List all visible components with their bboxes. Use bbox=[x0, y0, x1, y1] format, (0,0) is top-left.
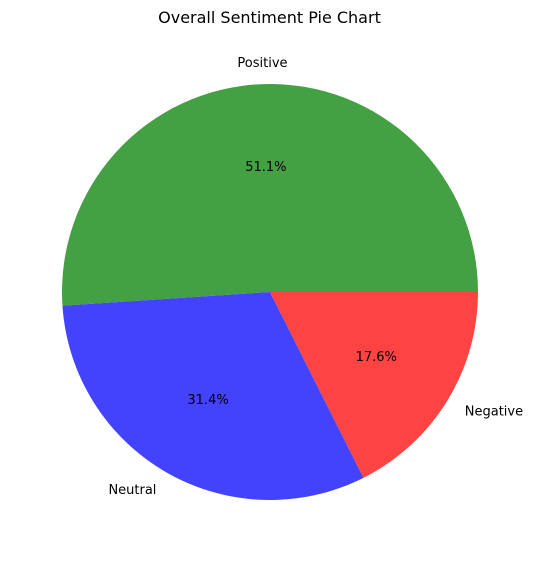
pie-slice-positive bbox=[62, 84, 479, 306]
pie-slice-neutral bbox=[62, 292, 364, 501]
slice-pct-neutral: 31.4% bbox=[187, 393, 228, 408]
slice-pct-positive: 51.1% bbox=[245, 160, 286, 175]
slice-label-negative: Negative bbox=[465, 405, 523, 420]
pie-labels: Positive 51.1% Neutral 31.4% Negative 17.6% bbox=[108, 56, 523, 498]
slice-label-positive: Positive bbox=[237, 56, 287, 71]
chart-title: Overall Sentiment Pie Chart bbox=[158, 8, 381, 27]
pie-slices bbox=[62, 84, 479, 501]
slice-pct-negative: 17.6% bbox=[356, 350, 397, 365]
pie-slice-negative bbox=[270, 292, 478, 478]
slice-label-neutral: Neutral bbox=[108, 483, 156, 498]
